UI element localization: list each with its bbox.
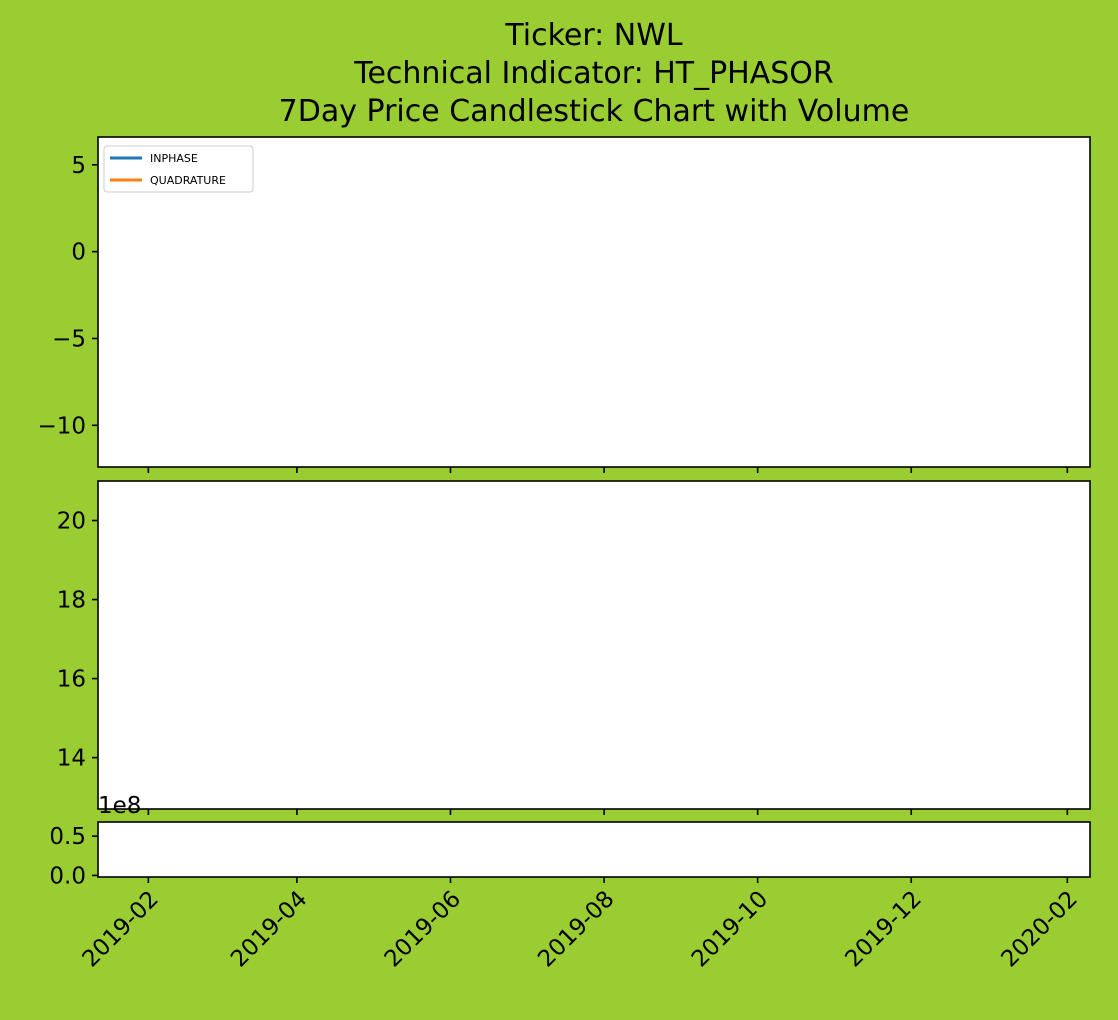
xtick-label-2: 2019-06 [380,886,466,972]
indicator-frame [97,136,1091,468]
price-ytick-label-2: 18 [57,588,86,614]
xtick-label-0: 2019-02 [78,886,164,972]
volume-ytick-label-0: 0.5 [49,824,86,850]
price-ytick-label-0: 14 [57,746,86,772]
title-line-2: Technical Indicator: HT_PHASOR [353,56,834,91]
xtick-label-4: 2019-10 [687,886,773,972]
price-ytick-label-1: 16 [57,667,86,693]
indicator-ytick-label-1: 0 [71,240,86,266]
chart-title: Ticker: NWL Technical Indicator: HT_PHAS… [279,18,910,129]
xtick-label-1: 2019-04 [226,886,312,972]
legend: INPHASE QUADRATURE [103,145,254,193]
legend-label-inphase: INPHASE [150,152,198,165]
indicator-ytick-label-3: −10 [37,413,86,439]
indicator-panel: 5 0 −5 −10 [37,136,1091,473]
indicator-ytick-label-2: −5 [52,326,86,352]
title-line-1: Ticker: NWL [504,18,683,53]
volume-ytick-label-1: 0.0 [49,863,86,889]
volume-offset-label: 1e8 [98,793,141,819]
price-ytick-label-3: 20 [57,509,86,535]
price-panel: 14 16 18 20 [57,480,1091,815]
xtick-label-3: 2019-08 [533,886,619,972]
title-line-3: 7Day Price Candlestick Chart with Volume [279,94,910,129]
legend-label-quadrature: QUADRATURE [150,174,226,187]
x-axis: 2019-02 2019-04 2019-06 2019-08 2019-10 2019-… [78,886,1083,972]
price-frame [97,480,1091,810]
volume-panel: 0.5 0.0 [49,821,1091,889]
xtick-label-6: 2020-02 [997,886,1083,972]
indicator-ytick-label-0: 5 [71,153,86,179]
volume-frame [97,821,1091,878]
xtick-label-5: 2019-12 [840,886,926,972]
